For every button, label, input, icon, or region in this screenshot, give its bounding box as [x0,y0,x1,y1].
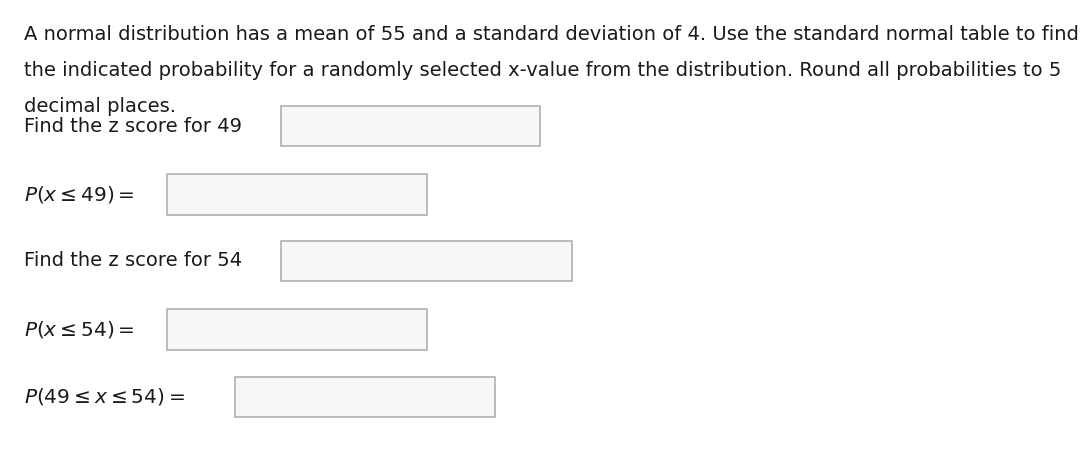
Text: $P(49 \leq x \leq 54) =$: $P(49 \leq x \leq 54) =$ [24,387,185,407]
Text: Find the z score for 49: Find the z score for 49 [24,117,242,135]
FancyBboxPatch shape [281,241,572,281]
Text: A normal distribution has a mean of 55 and a standard deviation of 4. Use the st: A normal distribution has a mean of 55 a… [24,25,1079,44]
Text: $P(x \leq 49) =$: $P(x \leq 49) =$ [24,184,135,205]
FancyBboxPatch shape [235,377,495,417]
Text: $P(x \leq 54) =$: $P(x \leq 54) =$ [24,319,135,340]
FancyBboxPatch shape [167,174,427,215]
Text: the indicated probability for a randomly selected x-value from the distribution.: the indicated probability for a randomly… [24,61,1062,80]
FancyBboxPatch shape [167,309,427,350]
Text: decimal places.: decimal places. [24,97,176,116]
FancyBboxPatch shape [281,106,540,146]
Text: Find the z score for 54: Find the z score for 54 [24,252,242,270]
